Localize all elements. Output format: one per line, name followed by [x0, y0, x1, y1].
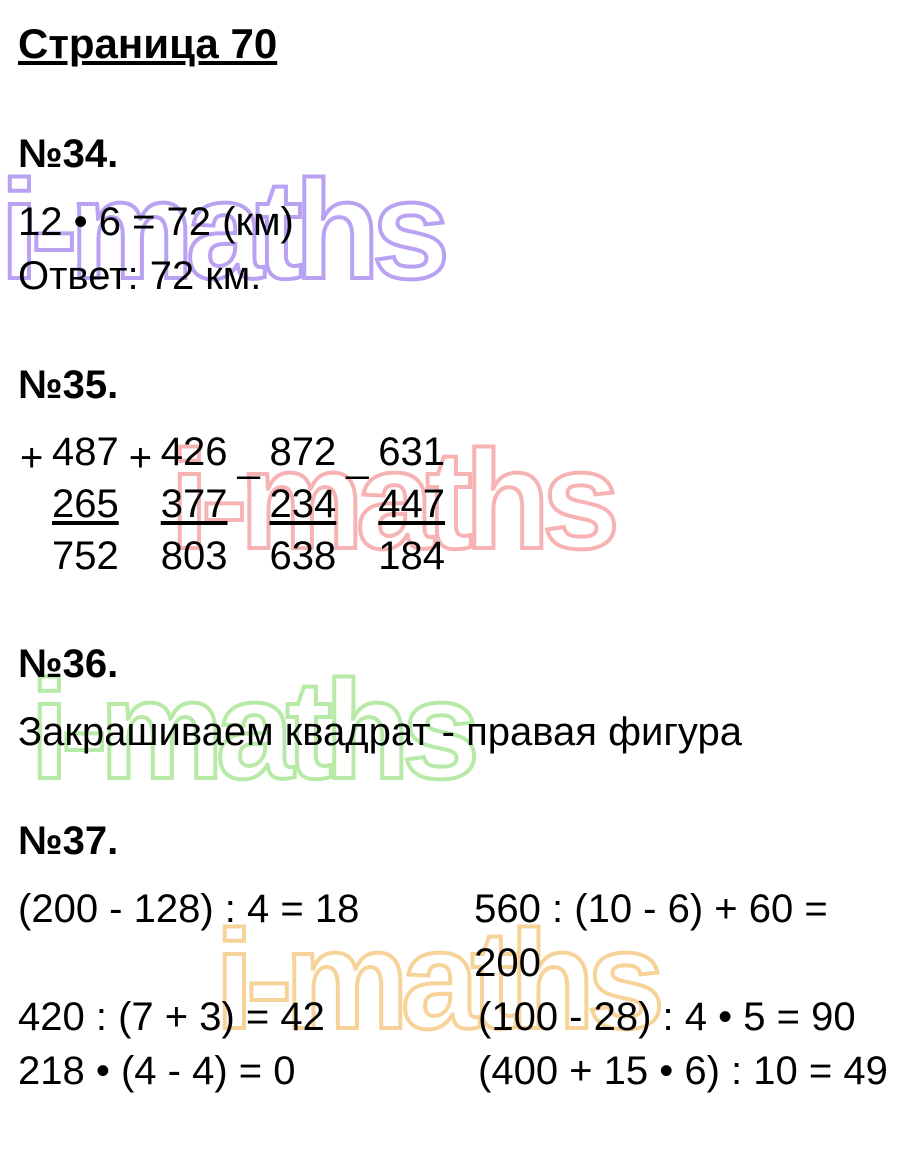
arith-column: _ 631 447 184: [378, 426, 445, 582]
expression: 420 : (7 + 3) = 42: [18, 990, 478, 1044]
expression-grid: (200 - 128) : 4 = 18 560 : (10 - 6) + 60…: [18, 882, 902, 1098]
expression: (100 - 28) : 4 • 5 = 90: [478, 990, 856, 1044]
expression: 560 : (10 - 6) + 60 = 200: [474, 882, 902, 990]
calc-line: 12 • 6 = 72 (км): [18, 195, 902, 249]
expression: (400 + 15 • 6) : 10 = 49: [478, 1044, 888, 1098]
problem-37: №37. (200 - 128) : 4 = 18 560 : (10 - 6)…: [18, 819, 902, 1098]
operand-bottom: 377: [161, 478, 228, 530]
problem-number: №34.: [18, 132, 902, 177]
operator-sign: +: [129, 432, 152, 484]
result: 803: [161, 530, 228, 582]
problem-number: №37.: [18, 819, 902, 864]
result: 752: [52, 530, 119, 582]
problem-34: №34. 12 • 6 = 72 (км) Ответ: 72 км.: [18, 132, 902, 303]
operator-sign: _: [238, 432, 260, 484]
result: 638: [270, 530, 337, 582]
page-title: Страница 70: [18, 20, 902, 68]
arith-column: + 426 377 803: [161, 426, 228, 582]
expression: (200 - 128) : 4 = 18: [18, 882, 474, 990]
operand-top: 426: [161, 426, 228, 478]
arith-column: _ 872 234 638: [270, 426, 337, 582]
operand-top: 631: [378, 426, 445, 478]
expression-row: 420 : (7 + 3) = 42 (100 - 28) : 4 • 5 = …: [18, 990, 902, 1044]
operator-sign: +: [20, 432, 43, 484]
problem-number: №36.: [18, 642, 902, 687]
operand-bottom: 234: [270, 478, 337, 530]
arith-column: + 487 265 752: [52, 426, 119, 582]
operand-bottom: 265: [52, 478, 119, 530]
problem-number: №35.: [18, 363, 902, 408]
text-line: Закрашиваем квадрат - правая фигура: [18, 705, 902, 759]
operand-top: 487: [52, 426, 119, 478]
operand-top: 872: [270, 426, 337, 478]
result: 184: [378, 530, 445, 582]
expression-row: (200 - 128) : 4 = 18 560 : (10 - 6) + 60…: [18, 882, 902, 990]
problem-35: №35. + 487 265 752 + 426 377 803 _ 872 2…: [18, 363, 902, 582]
expression-row: 218 • (4 - 4) = 0 (400 + 15 • 6) : 10 = …: [18, 1044, 902, 1098]
operator-sign: _: [346, 432, 368, 484]
expression: 218 • (4 - 4) = 0: [18, 1044, 478, 1098]
operand-bottom: 447: [378, 478, 445, 530]
column-arithmetic: + 487 265 752 + 426 377 803 _ 872 234 63…: [52, 426, 902, 582]
answer-line: Ответ: 72 км.: [18, 249, 902, 303]
problem-36: №36. Закрашиваем квадрат - правая фигура: [18, 642, 902, 759]
